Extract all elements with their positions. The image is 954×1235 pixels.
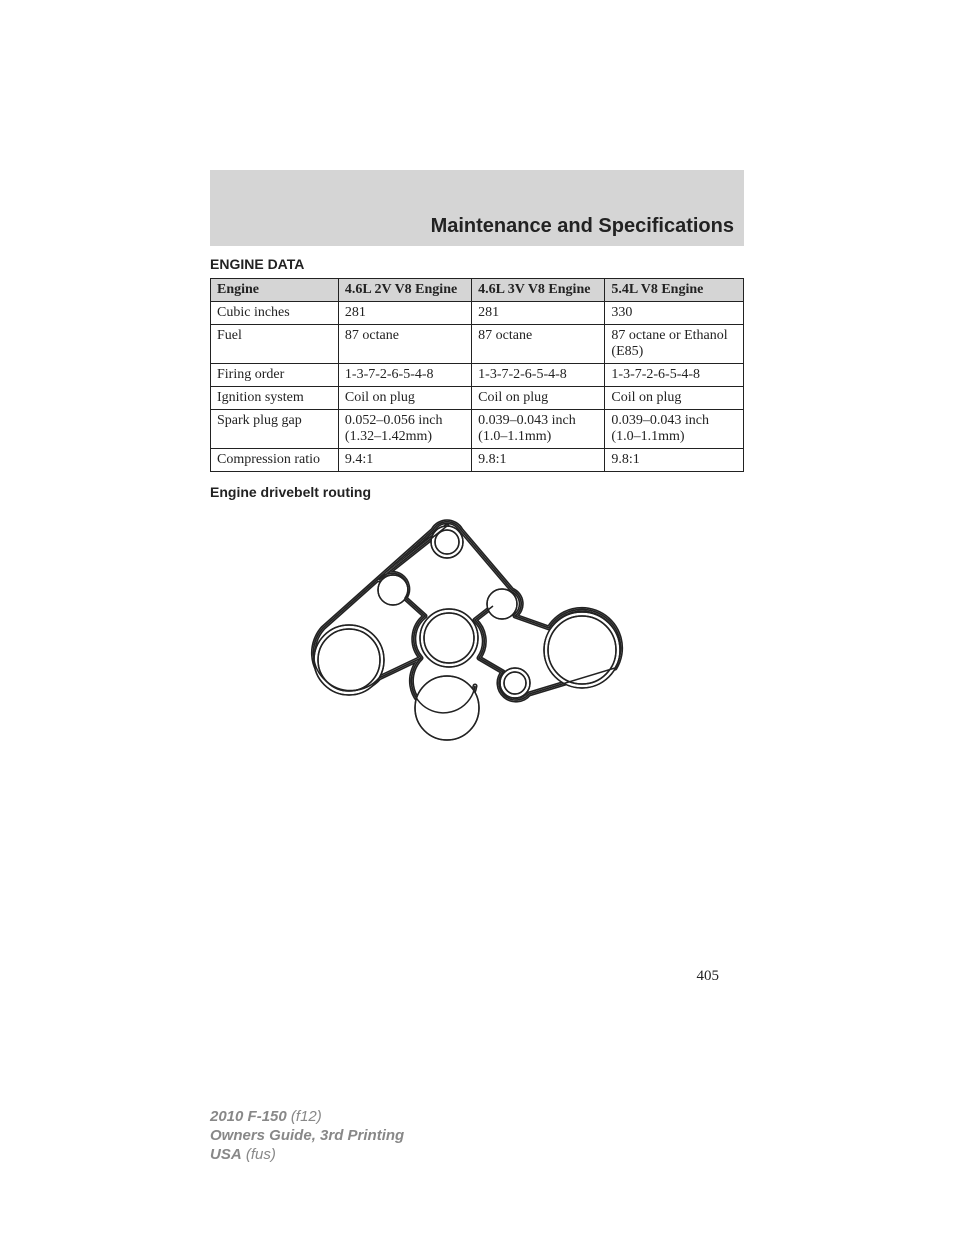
footer-code2: (fus) <box>246 1146 276 1163</box>
table-header-row: Engine4.6L 2V V8 Engine4.6L 3V V8 Engine… <box>211 279 744 302</box>
table-col-header: 4.6L 3V V8 Engine <box>472 279 605 302</box>
table-cell: Cubic inches <box>211 302 339 325</box>
table-cell: 9.8:1 <box>472 449 605 472</box>
drivebelt-diagram <box>210 508 744 758</box>
subsection-title: Engine drivebelt routing <box>210 484 744 500</box>
table-row: Compression ratio9.4:19.8:19.8:1 <box>211 449 744 472</box>
table-cell: 87 octane <box>338 325 471 364</box>
table-cell: 330 <box>605 302 744 325</box>
table-cell: Coil on plug <box>605 387 744 410</box>
table-col-header: Engine <box>211 279 339 302</box>
footer-code1: (f12) <box>291 1108 322 1125</box>
table-cell: 1-3-7-2-6-5-4-8 <box>605 364 744 387</box>
table-cell: Fuel <box>211 325 339 364</box>
table-cell: Spark plug gap <box>211 410 339 449</box>
page-title: Maintenance and Specifications <box>220 215 734 238</box>
table-cell: 0.052–0.056 inch (1.32–1.42mm) <box>338 410 471 449</box>
footer-region: USA <box>210 1146 242 1163</box>
table-cell: Coil on plug <box>338 387 471 410</box>
table-row: Cubic inches281281330 <box>211 302 744 325</box>
table-cell: 281 <box>472 302 605 325</box>
engine-data-table: Engine4.6L 2V V8 Engine4.6L 3V V8 Engine… <box>210 278 744 472</box>
table-row: Fuel87 octane87 octane87 octane or Ethan… <box>211 325 744 364</box>
table-cell: Firing order <box>211 364 339 387</box>
table-row: Spark plug gap0.052–0.056 inch (1.32–1.4… <box>211 410 744 449</box>
table-cell: Compression ratio <box>211 449 339 472</box>
table-cell: Ignition system <box>211 387 339 410</box>
footer-model: 2010 F-150 <box>210 1108 287 1125</box>
table-cell: 9.8:1 <box>605 449 744 472</box>
table-col-header: 5.4L V8 Engine <box>605 279 744 302</box>
table-cell: 0.039–0.043 inch (1.0–1.1mm) <box>472 410 605 449</box>
page-number: 405 <box>697 968 720 985</box>
footer-guide: Owners Guide, 3rd Printing <box>210 1127 404 1146</box>
table-cell: 87 octane <box>472 325 605 364</box>
table-cell: 9.4:1 <box>338 449 471 472</box>
section-title: ENGINE DATA <box>210 256 744 272</box>
table-cell: 1-3-7-2-6-5-4-8 <box>338 364 471 387</box>
table-cell: 281 <box>338 302 471 325</box>
table-col-header: 4.6L 2V V8 Engine <box>338 279 471 302</box>
table-row: Ignition systemCoil on plugCoil on plugC… <box>211 387 744 410</box>
table-row: Firing order1-3-7-2-6-5-4-81-3-7-2-6-5-4… <box>211 364 744 387</box>
table-cell: 87 octane or Ethanol (E85) <box>605 325 744 364</box>
footer: 2010 F-150 (f12) Owners Guide, 3rd Print… <box>210 1108 404 1164</box>
table-cell: Coil on plug <box>472 387 605 410</box>
header-band: Maintenance and Specifications <box>210 170 744 246</box>
table-cell: 0.039–0.043 inch (1.0–1.1mm) <box>605 410 744 449</box>
table-cell: 1-3-7-2-6-5-4-8 <box>472 364 605 387</box>
belt-routing-svg <box>297 508 657 758</box>
